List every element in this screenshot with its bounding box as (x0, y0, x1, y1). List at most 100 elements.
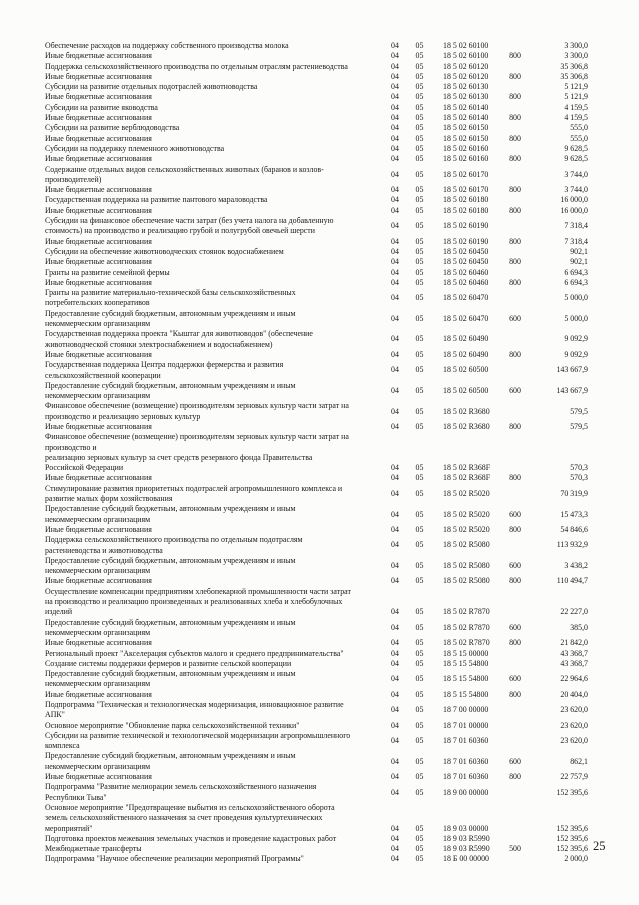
row-name: Иные бюджетные ассигнования (45, 154, 152, 164)
table-row: Финансовое обеспечение (возмещение) прои… (45, 401, 588, 422)
row-pr-code: 05 (415, 169, 424, 179)
row-pr-code: 05 (415, 51, 424, 61)
table-row: Подпрограмма "Техническая и технологичес… (45, 700, 588, 721)
row-amount: 152 395,6 (556, 833, 588, 843)
row-name: Иные бюджетные ассигнования (45, 772, 152, 782)
row-pr-code: 05 (415, 41, 424, 50)
table-row: Содержание отдельных видов сельскохозяйс… (45, 165, 588, 186)
table-row: Предоставление субсидий бюджетным, автон… (45, 381, 588, 402)
row-rz-code: 04 (391, 772, 399, 782)
table-row: Иные бюджетные ассигнования 04 05 18 5 0… (45, 576, 588, 586)
row-rz-code: 04 (391, 71, 399, 81)
row-name: Подготовка проектов межевания земельных … (45, 833, 337, 843)
row-csr-code: 18 5 02 60190 (443, 221, 489, 231)
table-row: Обеспечение расходов на поддержку собств… (45, 41, 588, 51)
row-csr-code: 18 5 02 R7870 (443, 607, 490, 617)
table-row: Иные бюджетные ассигнования 04 05 18 5 0… (45, 92, 588, 102)
row-vr-code: 800 (509, 689, 521, 699)
row-csr-code: 18 5 02 60460 (443, 267, 489, 277)
row-pr-code: 05 (415, 61, 424, 71)
table-row: Подготовка проектов межевания земельных … (45, 834, 588, 844)
row-name: Основное мероприятие "Предотвращение выб… (45, 802, 335, 833)
row-name: Предоставление субсидий бюджетным, автон… (45, 751, 296, 771)
row-name: Региональный проект "Акселерация субъект… (45, 648, 344, 658)
row-vr-code: 600 (509, 674, 521, 684)
table-row: Поддержка сельскохозяйственного производ… (45, 62, 588, 72)
table-row: Иные бюджетные ассигнования 04 05 18 5 1… (45, 690, 588, 700)
row-pr-code: 05 (415, 236, 424, 246)
row-amount: 9 628,5 (564, 154, 588, 164)
table-row: Субсидии на развитие яководства 04 05 18… (45, 103, 588, 113)
row-amount: 152 395,6 (556, 787, 588, 797)
row-amount: 5 121,9 (564, 92, 588, 102)
row-name: Подпрограмма "Развитие мелиорации земель… (45, 782, 317, 802)
row-name: Субсидии на финансовое обеспечение части… (45, 216, 334, 236)
row-pr-code: 05 (415, 143, 424, 153)
row-rz-code: 04 (391, 833, 399, 843)
row-name: Иные бюджетные ассигнования (45, 113, 152, 123)
budget-table: Обеспечение расходов на поддержку собств… (45, 41, 588, 865)
row-amount: 9 628,5 (564, 143, 588, 153)
row-csr-code: 18 5 02 60180 (443, 205, 489, 215)
row-csr-code: 18 5 02 60180 (443, 195, 489, 205)
row-pr-code: 05 (415, 648, 424, 658)
row-rz-code: 04 (391, 365, 399, 375)
row-rz-code: 04 (391, 854, 399, 864)
row-pr-code: 05 (415, 607, 424, 617)
row-amount: 4 159,5 (564, 102, 588, 112)
table-row: Иные бюджетные ассигнования 04 05 18 5 0… (45, 350, 588, 360)
row-csr-code: 18 5 02 60140 (443, 113, 489, 123)
row-rz-code: 04 (391, 154, 399, 164)
row-rz-code: 04 (391, 638, 399, 648)
row-csr-code: 18 5 02 60500 (443, 365, 489, 375)
row-name: Субсидии на обеспечение животноводческих… (45, 246, 284, 256)
row-amount: 43 368,7 (560, 658, 588, 668)
row-rz-code: 04 (391, 844, 399, 854)
row-amount: 9 092,9 (564, 349, 588, 359)
row-amount: 143 667,9 (556, 365, 588, 375)
row-amount: 3 300,0 (564, 51, 588, 61)
row-name: Государственная поддержка Центра поддерж… (45, 360, 284, 380)
row-pr-code: 05 (415, 277, 424, 287)
row-amount: 22 757,9 (560, 772, 588, 782)
row-pr-code: 05 (415, 349, 424, 359)
row-pr-code: 05 (415, 71, 424, 81)
row-rz-code: 04 (391, 195, 399, 205)
row-name: Иные бюджетные ассигнования (45, 689, 152, 699)
row-name: Гранты на развитие материально-техническ… (45, 288, 296, 308)
table-row: Подпрограмма "Развитие мелиорации земель… (45, 782, 588, 803)
row-rz-code: 04 (391, 92, 399, 102)
row-rz-code: 04 (391, 787, 399, 797)
row-name: Иные бюджетные ассигнования (45, 421, 152, 431)
row-rz-code: 04 (391, 293, 399, 303)
row-amount: 2 000,0 (564, 854, 588, 864)
row-csr-code: 18 5 02 R7870 (443, 622, 490, 632)
row-name: Создание системы поддержки фермеров и ра… (45, 658, 292, 668)
table-row: Иные бюджетные ассигнования 04 05 18 5 0… (45, 206, 588, 216)
table-row: Субсидии на поддержку племенного животно… (45, 144, 588, 154)
row-amount: 579,5 (570, 406, 588, 416)
table-row: Иные бюджетные ассигнования 04 05 18 5 0… (45, 237, 588, 247)
row-pr-code: 05 (415, 736, 424, 746)
row-rz-code: 04 (391, 658, 399, 668)
row-amount: 35 306,8 (560, 61, 588, 71)
row-rz-code: 04 (391, 41, 399, 50)
row-name: Субсидии на развитие верблюдоводства (45, 123, 180, 133)
row-rz-code: 04 (391, 205, 399, 215)
row-csr-code: 18 9 00 00000 (443, 787, 489, 797)
row-pr-code: 05 (415, 313, 424, 323)
row-rz-code: 04 (391, 406, 399, 416)
row-csr-code: 18 5 02 R3680 (443, 421, 490, 431)
table-row: Гранты на развитие материально-техническ… (45, 288, 588, 309)
row-csr-code: 18 5 02 60490 (443, 349, 489, 359)
row-rz-code: 04 (391, 102, 399, 112)
row-name: Иные бюджетные ассигнования (45, 133, 152, 143)
row-csr-code: 18 5 02 60140 (443, 102, 489, 112)
row-rz-code: 04 (391, 236, 399, 246)
table-row: Государственная поддержка Центра поддерж… (45, 360, 588, 381)
row-pr-code: 05 (415, 205, 424, 215)
row-rz-code: 04 (391, 473, 399, 483)
row-csr-code: 18 5 02 R5080 (443, 560, 490, 570)
row-vr-code: 600 (509, 756, 521, 766)
row-rz-code: 04 (391, 113, 399, 123)
